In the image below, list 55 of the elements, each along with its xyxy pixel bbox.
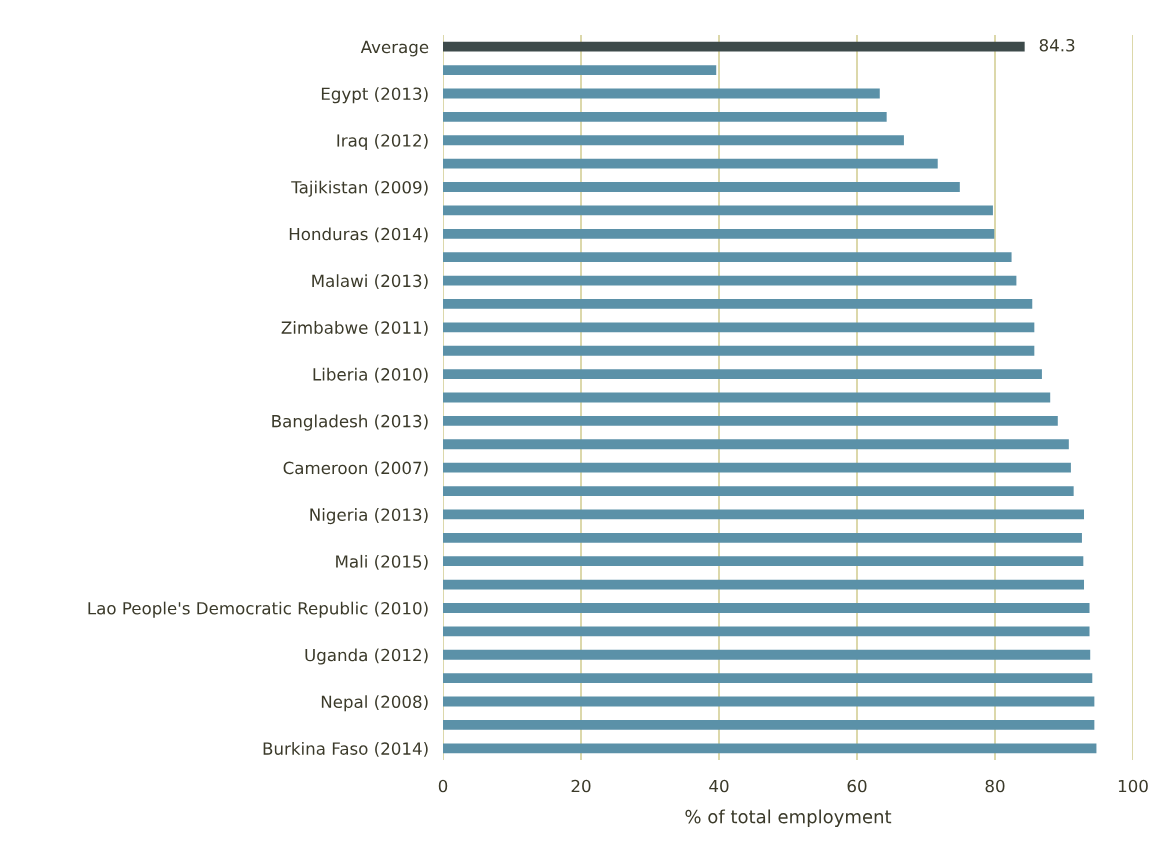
bar xyxy=(443,345,1035,356)
bar xyxy=(443,579,1085,590)
bar xyxy=(443,509,1085,520)
y-tick-label: Nigeria (2013) xyxy=(310,508,428,525)
y-tick-label: Bangladesh (2013) xyxy=(272,414,428,431)
y-tick-label: Nepal (2008) xyxy=(321,695,428,712)
bar xyxy=(443,88,880,99)
data-label: 84.3 xyxy=(1039,38,1075,52)
y-tick-label: Cameroon (2007) xyxy=(283,461,428,477)
y-tick-label: Liberia (2010) xyxy=(313,367,428,383)
y-tick-label: Zimbabwe (2011) xyxy=(281,321,428,336)
x-tick-label: 40 xyxy=(709,779,729,793)
bar xyxy=(443,369,1042,380)
bar xyxy=(443,182,960,192)
bar xyxy=(443,158,938,169)
y-tick-label: Egypt (2013) xyxy=(321,87,428,104)
bar xyxy=(443,111,887,122)
bar xyxy=(443,275,1017,286)
x-tick-label: 0 xyxy=(438,779,448,793)
bar xyxy=(443,439,1069,450)
bar xyxy=(443,556,1084,567)
y-tick-label: Average xyxy=(360,40,429,57)
bar xyxy=(443,228,995,239)
x-tick-label: 100 xyxy=(1118,779,1148,793)
bar xyxy=(443,65,717,75)
y-tick-label: Mali (2015) xyxy=(336,554,428,570)
bar xyxy=(443,41,1025,52)
bar xyxy=(443,135,904,146)
x-tick-label: 80 xyxy=(985,779,1005,793)
bar xyxy=(443,532,1082,543)
y-tick-label: Malawi (2013) xyxy=(312,274,428,290)
x-tick-label: 20 xyxy=(571,779,591,793)
bar xyxy=(443,322,1035,333)
bar xyxy=(443,673,1093,684)
x-axis-title: % of total employment xyxy=(685,809,892,827)
bar xyxy=(443,720,1095,730)
bar xyxy=(443,415,1058,426)
bar xyxy=(443,486,1074,496)
y-tick-label: Tajikistan (2009) xyxy=(291,180,428,197)
bar xyxy=(443,392,1051,403)
bar xyxy=(443,743,1097,754)
bar xyxy=(443,696,1095,707)
x-tick-label: 60 xyxy=(847,779,867,793)
bar xyxy=(443,252,1012,263)
bar xyxy=(443,626,1090,637)
bar xyxy=(443,205,993,216)
bar xyxy=(443,649,1091,660)
y-tick-label: Burkina Faso (2014) xyxy=(263,741,428,757)
y-tick-label: Lao People's Democratic Republic (2010) xyxy=(88,601,428,618)
y-tick-label: Honduras (2014) xyxy=(289,227,428,243)
y-tick-label: Uganda (2012) xyxy=(305,648,428,665)
bar xyxy=(443,462,1071,473)
bar xyxy=(443,603,1090,613)
y-tick-label: Iraq (2012) xyxy=(337,133,428,151)
bar xyxy=(443,299,1033,309)
